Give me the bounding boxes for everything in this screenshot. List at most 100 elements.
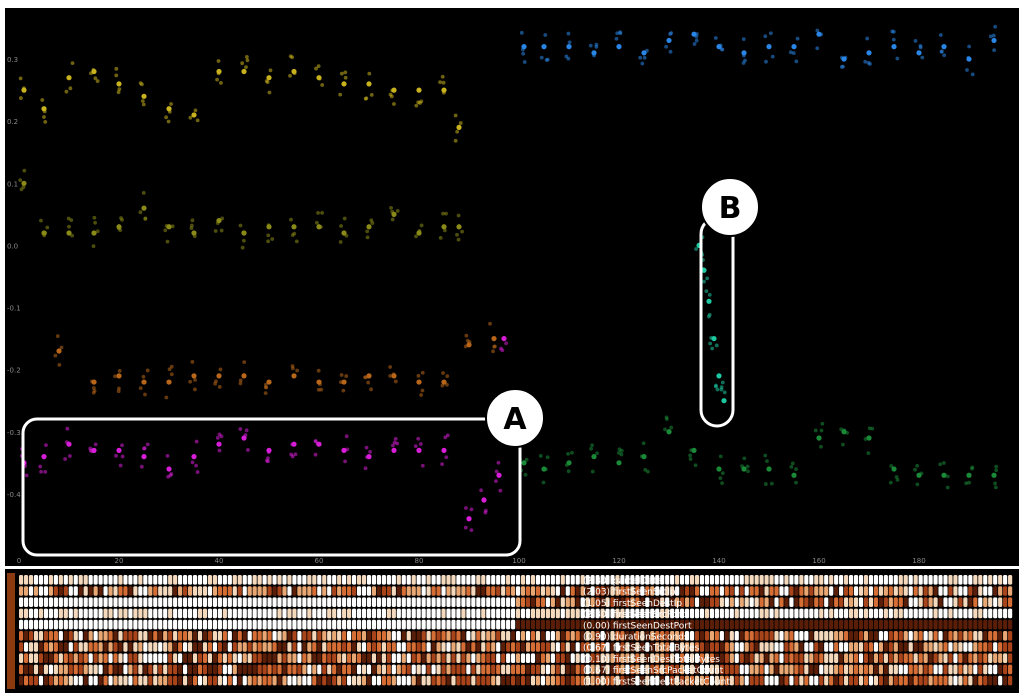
heatmap-cell — [446, 597, 451, 607]
heatmap-cell — [809, 619, 814, 630]
data-point[interactable] — [716, 466, 722, 472]
data-point[interactable] — [496, 472, 502, 478]
data-point[interactable] — [416, 87, 422, 93]
data-point[interactable] — [191, 373, 197, 379]
data-point[interactable] — [116, 447, 122, 453]
heatmap-cell — [322, 586, 327, 596]
data-point[interactable] — [991, 472, 997, 478]
data-point[interactable] — [416, 379, 422, 385]
data-point[interactable] — [266, 75, 272, 81]
data-point[interactable] — [341, 81, 347, 87]
heatmap-cell — [585, 619, 590, 630]
heatmap-cell — [978, 575, 983, 585]
scatter-plot[interactable]: 0 20 40 60 80 100 120 140 160 1800.30.20.10.0-0.1… — [5, 8, 1019, 566]
data-point[interactable] — [216, 373, 222, 379]
data-point[interactable] — [166, 466, 172, 472]
data-point[interactable] — [141, 454, 147, 460]
data-point[interactable] — [116, 373, 122, 379]
data-point[interactable] — [941, 472, 947, 478]
heatmap-cell — [302, 619, 307, 630]
data-point[interactable] — [56, 348, 62, 354]
data-points[interactable] — [18, 24, 999, 532]
data-point[interactable] — [191, 230, 197, 236]
feature-heatmap[interactable]: (2.30) parcelDate(2.03) firstSeenSrcIp(1… — [5, 569, 1019, 693]
heatmap-cell — [416, 631, 421, 641]
data-point-jitter — [741, 37, 746, 41]
heatmap-cell — [883, 664, 888, 675]
heatmap-cell — [123, 608, 128, 619]
data-point[interactable] — [666, 429, 672, 435]
data-point[interactable] — [616, 460, 622, 466]
data-point[interactable] — [266, 379, 272, 385]
data-point[interactable] — [41, 454, 47, 460]
data-point[interactable] — [716, 373, 722, 379]
data-point[interactable] — [456, 124, 462, 130]
data-point[interactable] — [891, 44, 897, 50]
data-point[interactable] — [541, 44, 547, 50]
data-point[interactable] — [141, 93, 147, 99]
data-point[interactable] — [341, 379, 347, 385]
data-point[interactable] — [741, 50, 747, 56]
heatmap-cell — [709, 653, 714, 663]
data-point[interactable] — [21, 180, 27, 186]
data-point-jitter — [164, 224, 169, 228]
heatmap-cell — [406, 631, 411, 641]
heatmap-cell — [993, 642, 998, 652]
data-point[interactable] — [666, 37, 672, 44]
data-point[interactable] — [916, 50, 922, 56]
data-point-jitter — [369, 93, 374, 97]
data-point[interactable] — [366, 81, 372, 87]
data-point[interactable] — [291, 224, 297, 230]
data-point-jitter — [539, 55, 544, 60]
data-point[interactable] — [866, 50, 872, 56]
heatmap-cell — [416, 619, 421, 630]
heatmap-cell — [217, 597, 222, 607]
data-point[interactable] — [441, 224, 447, 230]
data-point[interactable] — [491, 335, 497, 342]
data-point[interactable] — [66, 230, 72, 236]
data-point[interactable] — [991, 37, 997, 44]
heatmap-cell — [376, 631, 382, 641]
data-point[interactable] — [366, 224, 372, 230]
data-point[interactable] — [966, 472, 972, 478]
data-point[interactable] — [191, 454, 197, 460]
data-point-jitter — [341, 448, 346, 453]
data-point[interactable] — [391, 447, 397, 453]
data-point[interactable] — [866, 435, 872, 441]
data-point[interactable] — [941, 44, 947, 50]
data-point[interactable] — [166, 379, 172, 385]
data-point[interactable] — [566, 44, 572, 50]
data-point-jitter — [165, 454, 170, 458]
data-point[interactable] — [616, 44, 622, 50]
heatmap-cell — [565, 653, 570, 663]
data-point[interactable] — [91, 230, 97, 236]
data-point[interactable] — [441, 379, 447, 385]
data-point[interactable] — [816, 435, 822, 441]
data-point[interactable] — [416, 447, 422, 453]
data-point[interactable] — [766, 44, 772, 50]
data-point[interactable] — [591, 454, 597, 460]
heatmap-cell — [192, 586, 198, 596]
data-point[interactable] — [141, 379, 147, 385]
data-point[interactable] — [891, 466, 897, 472]
heatmap-cell — [988, 653, 993, 663]
data-point[interactable] — [466, 516, 472, 522]
data-point[interactable] — [706, 298, 712, 304]
data-point[interactable] — [116, 81, 122, 87]
heatmap-cell — [749, 664, 754, 675]
data-point[interactable] — [521, 460, 527, 466]
heatmap-cell — [540, 619, 546, 630]
heatmap-cell — [511, 608, 516, 619]
heatmap-cell — [520, 586, 526, 596]
data-point[interactable] — [766, 466, 772, 472]
heatmap-cell — [48, 642, 53, 652]
data-point[interactable] — [456, 224, 462, 230]
data-point[interactable] — [791, 472, 797, 478]
data-point[interactable] — [441, 447, 447, 453]
data-point[interactable] — [141, 205, 147, 211]
data-point[interactable] — [216, 441, 222, 447]
data-point[interactable] — [241, 68, 247, 75]
heatmap-cell — [381, 597, 386, 607]
data-point[interactable] — [791, 44, 797, 50]
heatmap-cell — [366, 675, 372, 686]
